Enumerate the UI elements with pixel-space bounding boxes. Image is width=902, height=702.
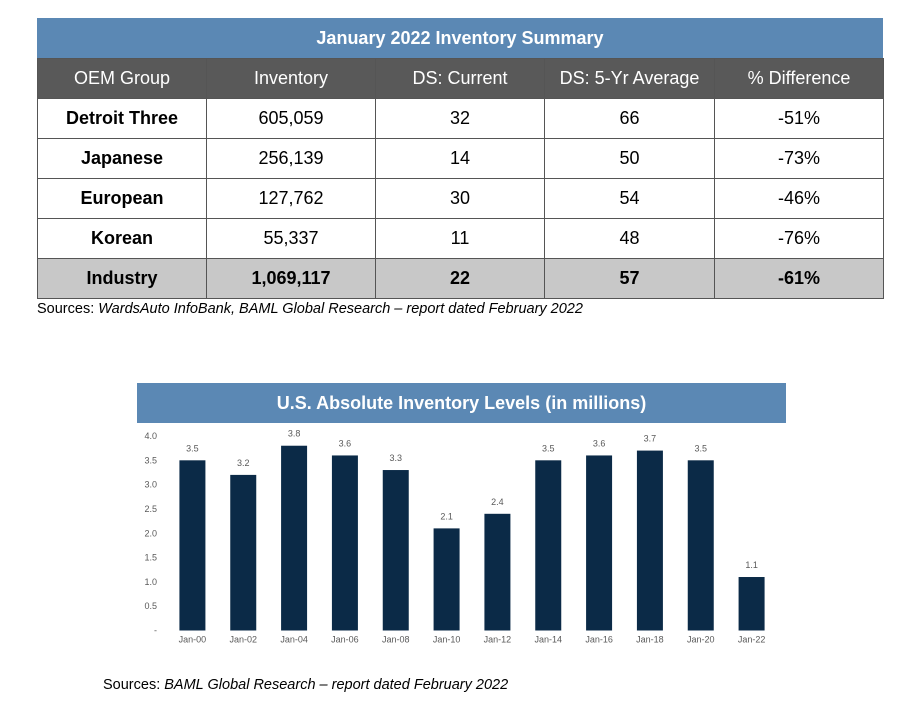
y-tick-label: 2.0 bbox=[144, 528, 157, 538]
bar-series bbox=[179, 445, 765, 631]
data-label: 2.4 bbox=[491, 497, 504, 507]
row-ds-current: 32 bbox=[375, 98, 545, 139]
bar-jan-12 bbox=[484, 513, 511, 631]
total-ds-5yr-average: 57 bbox=[544, 258, 715, 299]
row-pct-difference: -51% bbox=[714, 98, 884, 139]
data-label: 3.8 bbox=[288, 429, 301, 439]
x-tick-label: Jan-06 bbox=[331, 635, 359, 645]
chart-sources-note: Sources: BAML Global Research – report d… bbox=[103, 677, 508, 693]
x-tick-label: Jan-04 bbox=[280, 635, 308, 645]
row-pct-difference: -76% bbox=[714, 218, 884, 259]
row-ds-current: 11 bbox=[375, 218, 545, 259]
column-header-inventory: Inventory bbox=[206, 58, 376, 99]
y-tick-label: 0.5 bbox=[144, 601, 157, 611]
x-tick-label: Jan-00 bbox=[179, 635, 207, 645]
table-total-row: Industry 1,069,117 22 57 -61% bbox=[37, 258, 884, 299]
data-label: 3.5 bbox=[694, 443, 707, 453]
data-label: 2.1 bbox=[440, 511, 453, 521]
row-pct-difference: -46% bbox=[714, 178, 884, 219]
y-tick-label: - bbox=[154, 626, 157, 636]
row-oem-group: Japanese bbox=[37, 138, 207, 179]
row-ds-5yr-average: 50 bbox=[544, 138, 715, 179]
y-tick-label: 3.5 bbox=[144, 455, 157, 465]
table-row: Japanese 256,139 14 50 -73% bbox=[37, 138, 884, 179]
table-header-row: OEM Group Inventory DS: Current DS: 5-Yr… bbox=[37, 58, 884, 99]
sources-text: BAML Global Research – report dated Febr… bbox=[164, 677, 509, 693]
bar-jan-18 bbox=[636, 450, 663, 631]
y-tick-label: 2.5 bbox=[144, 504, 157, 514]
row-ds-current: 14 bbox=[375, 138, 545, 179]
y-tick-label: 4.0 bbox=[144, 431, 157, 441]
sources-label: Sources: bbox=[103, 677, 165, 693]
inventory-summary-table: OEM Group Inventory DS: Current DS: 5-Yr… bbox=[37, 58, 884, 299]
row-inventory: 256,139 bbox=[206, 138, 376, 179]
row-inventory: 127,762 bbox=[206, 178, 376, 219]
y-tick-label: 1.0 bbox=[144, 577, 157, 587]
data-labels: 3.5 3.2 3.8 3.6 3.3 2.1 2.4 3.5 3.6 3.7 3.5 1.1 bbox=[186, 429, 758, 570]
table-row: European 127,762 30 54 -46% bbox=[37, 178, 884, 219]
bar-jan-08 bbox=[382, 470, 409, 631]
row-ds-5yr-average: 66 bbox=[544, 98, 715, 139]
data-label: 3.2 bbox=[237, 458, 250, 468]
column-header-ds-5yr-average: DS: 5-Yr Average bbox=[544, 58, 715, 99]
bar-jan-02 bbox=[230, 474, 257, 631]
data-label: 3.7 bbox=[644, 434, 657, 444]
column-header-oem-group: OEM Group bbox=[37, 58, 207, 99]
table-row: Detroit Three 605,059 32 66 -51% bbox=[37, 98, 884, 139]
column-header-ds-current: DS: Current bbox=[375, 58, 545, 99]
x-tick-label: Jan-16 bbox=[585, 635, 613, 645]
row-pct-difference: -73% bbox=[714, 138, 884, 179]
data-label: 1.1 bbox=[745, 560, 758, 570]
x-tick-label: Jan-08 bbox=[382, 635, 410, 645]
bar-jan-04 bbox=[281, 445, 308, 631]
bar-jan-06 bbox=[331, 455, 358, 631]
y-axis: - 0.5 1.0 1.5 2.0 2.5 3.0 3.5 4.0 bbox=[144, 431, 157, 636]
row-inventory: 55,337 bbox=[206, 218, 376, 259]
inventory-summary-title: January 2022 Inventory Summary bbox=[37, 18, 883, 58]
data-label: 3.5 bbox=[186, 443, 199, 453]
total-ds-current: 22 bbox=[375, 258, 545, 299]
x-tick-label: Jan-20 bbox=[687, 635, 715, 645]
x-tick-label: Jan-02 bbox=[229, 635, 257, 645]
bar-jan-16 bbox=[586, 455, 613, 631]
bar-jan-00 bbox=[179, 460, 206, 631]
row-ds-5yr-average: 48 bbox=[544, 218, 715, 259]
x-tick-label: Jan-14 bbox=[534, 635, 562, 645]
bar-jan-14 bbox=[535, 460, 562, 631]
bar-jan-10 bbox=[433, 528, 460, 631]
total-oem-group: Industry bbox=[37, 258, 207, 299]
sources-label: Sources: bbox=[37, 301, 99, 317]
data-label: 3.5 bbox=[542, 443, 555, 453]
row-oem-group: Korean bbox=[37, 218, 207, 259]
x-axis: Jan-00 Jan-02 Jan-04 Jan-06 Jan-08 Jan-10 Jan-… bbox=[179, 635, 766, 645]
total-inventory: 1,069,117 bbox=[206, 258, 376, 299]
row-oem-group: European bbox=[37, 178, 207, 219]
data-label: 3.3 bbox=[389, 453, 402, 463]
x-tick-label: Jan-18 bbox=[636, 635, 664, 645]
row-oem-group: Detroit Three bbox=[37, 98, 207, 139]
table-row: Korean 55,337 11 48 -76% bbox=[37, 218, 884, 259]
y-tick-label: 1.5 bbox=[144, 553, 157, 563]
inventory-bar-chart: -0.51.01.52.02.53.03.54.0 3.53.23.83.63.… bbox=[144, 429, 766, 645]
column-header-pct-difference: % Difference bbox=[714, 58, 884, 99]
x-tick-label: Jan-12 bbox=[484, 635, 512, 645]
bar-jan-20 bbox=[687, 460, 714, 631]
row-ds-5yr-average: 54 bbox=[544, 178, 715, 219]
row-ds-current: 30 bbox=[375, 178, 545, 219]
chart-title: U.S. Absolute Inventory Levels (in milli… bbox=[137, 383, 786, 423]
table-sources-note: Sources: WardsAuto InfoBank, BAML Global… bbox=[37, 301, 583, 317]
bar-jan-22 bbox=[738, 577, 765, 631]
total-pct-difference: -61% bbox=[714, 258, 884, 299]
x-tick-label: Jan-22 bbox=[738, 635, 766, 645]
sources-text: WardsAuto InfoBank, BAML Global Research… bbox=[98, 301, 583, 317]
x-tick-label: Jan-10 bbox=[433, 635, 461, 645]
y-tick-label: 3.0 bbox=[144, 480, 157, 490]
data-label: 3.6 bbox=[339, 438, 352, 448]
row-inventory: 605,059 bbox=[206, 98, 376, 139]
data-label: 3.6 bbox=[593, 438, 606, 448]
